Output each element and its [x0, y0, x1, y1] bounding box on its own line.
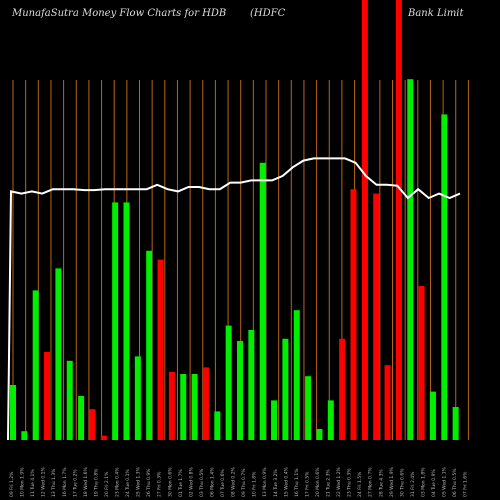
money-flow-bar [452, 407, 459, 440]
x-tick-label: 23 Mon 0.4% [115, 467, 121, 497]
money-flow-bar [191, 374, 198, 440]
money-flow-bar [112, 202, 119, 440]
bar-layer [10, 0, 459, 441]
x-tick-label: 20 Fri 2.1% [104, 471, 110, 497]
money-flow-bar [32, 290, 39, 440]
x-tick-label: 17 Tue 0.2% [72, 469, 78, 497]
money-flow-bar [327, 400, 334, 440]
x-tick-label: 03 Mon 1.8% [420, 467, 426, 497]
money-flow-bar [44, 352, 51, 440]
x-tick-label: 12 Wed 0.1% [41, 466, 47, 497]
x-tick-label: 06 Thu 0.5% [452, 468, 458, 497]
money-flow-bar [429, 391, 436, 440]
money-flow-bar [418, 286, 425, 440]
x-tick-label: 26 Thu 0.9% [146, 468, 152, 497]
x-tick-label: 03 Thu 0.5% [199, 468, 205, 497]
x-tick-label: 09 Thu 0.7% [241, 468, 247, 497]
x-tick-label: 10 Fri 1.8% [252, 471, 258, 497]
money-flow-bar [168, 371, 175, 440]
money-flow-bar [55, 268, 62, 440]
x-tick-label: 10 Mon 1.9% [20, 467, 26, 497]
x-tick-label: 19 Thu 0.8% [93, 468, 99, 497]
money-flow-bar [123, 202, 130, 440]
chart-title-mid: (HDFC [250, 8, 286, 19]
x-tick-label: 07 Tue 0.6% [220, 469, 226, 497]
money-flow-bar [339, 338, 346, 440]
x-tick-label: 11 Tue 4.1% [30, 469, 36, 497]
x-tick-label: 04 Tue 0.9% [431, 469, 437, 497]
price-line [7, 157, 461, 441]
money-flow-bar [225, 325, 232, 440]
x-tick-label: 30 Mon 0.6% [167, 467, 173, 497]
x-tick-label: 15 Wed 0.4% [283, 466, 289, 497]
x-tick-label: 16 Thu 1.1% [294, 468, 300, 497]
x-tick-label: 25 Wed 1.3% [136, 466, 142, 497]
money-flow-bar [282, 338, 289, 440]
money-flow-bar [407, 79, 414, 440]
x-tick-label: 09 Fri 1.2% [9, 471, 15, 497]
money-flow-bar [89, 409, 96, 440]
x-tick-label: 20 Mon 0.6% [315, 467, 321, 497]
money-flow-bar [134, 356, 141, 440]
money-flow-bar [271, 400, 278, 440]
x-tick-label: 31 Fri 2.4% [410, 471, 416, 497]
money-flow-bar [237, 341, 243, 440]
x-tick-label: 14 Tue 3.2% [273, 469, 279, 497]
money-flow-bar [395, 0, 402, 440]
x-tick-label: 13 Mon 0.9% [262, 467, 268, 497]
x-tick-label: 30 Thu 0.6% [399, 468, 405, 497]
money-flow-bar [373, 193, 380, 440]
money-flow-bar [316, 429, 323, 440]
money-flow-bar [100, 435, 107, 440]
chart-title-right: Bank Limit [408, 8, 464, 19]
x-tick-label: 21 Tue 2.3% [326, 469, 332, 497]
x-tick-label: 23 Thu 0.3% [347, 468, 353, 497]
money-flow-bar [350, 189, 357, 440]
x-tick-label: 07 Fri 1.6% [463, 471, 469, 497]
money-flow-bar [441, 114, 448, 441]
money-flow-bar [259, 162, 266, 441]
money-flow-bar [78, 396, 85, 440]
x-tick-label: 29 Wed 1.9% [389, 466, 395, 497]
money-flow-bar [146, 250, 153, 440]
line-layer [7, 157, 461, 441]
money-flow-bar [305, 376, 312, 440]
x-tick-label: 24 Fri 1.5% [357, 471, 363, 497]
money-flow-bar [248, 330, 255, 440]
x-tick-label: 01 Tue 1.7% [178, 469, 184, 497]
x-tick-label: 08 Wed 0.2% [231, 466, 237, 497]
x-tick-label: 13 Thu 1.3% [51, 468, 57, 497]
x-tick-label: 17 Fri 0.5% [304, 471, 310, 497]
money-flow-bar [384, 365, 391, 440]
x-tick-labels: 09 Fri 1.2% 10 Mon 1.9% 11 Tue 4.1% 12 Wed … [9, 466, 469, 497]
money-flow-bar [361, 0, 368, 440]
money-flow-bar [21, 431, 28, 440]
money-flow-bar [214, 411, 221, 440]
x-tick-label: 24 Tue 0.1% [125, 469, 131, 497]
x-tick-label: 27 Fri 0.3% [157, 471, 163, 497]
chart-title-left: MunafaSutra Money Flow Charts for HDB [12, 8, 227, 19]
x-tick-label: 02 Wed 0.8% [188, 466, 194, 497]
money-flow-bar [157, 259, 164, 440]
money-flow-bar [66, 360, 73, 440]
x-tick-label: 28 Tue 4.3% [378, 469, 384, 497]
money-flow-bar [202, 367, 209, 440]
x-tick-label: 22 Wed 1.2% [336, 466, 342, 497]
x-tick-label: 06 Mon 1.4% [209, 467, 215, 497]
money-flow-bar [293, 310, 300, 440]
money-flow-bar [180, 374, 187, 440]
x-tick-label: 05 Wed 1.1% [442, 466, 448, 497]
x-tick-label: 16 Mon 1.7% [62, 467, 68, 497]
x-tick-label: 27 Mon 0.7% [368, 467, 374, 497]
x-tick-label: 18 Wed 1.6% [83, 466, 89, 497]
money-flow-bar [10, 385, 16, 440]
